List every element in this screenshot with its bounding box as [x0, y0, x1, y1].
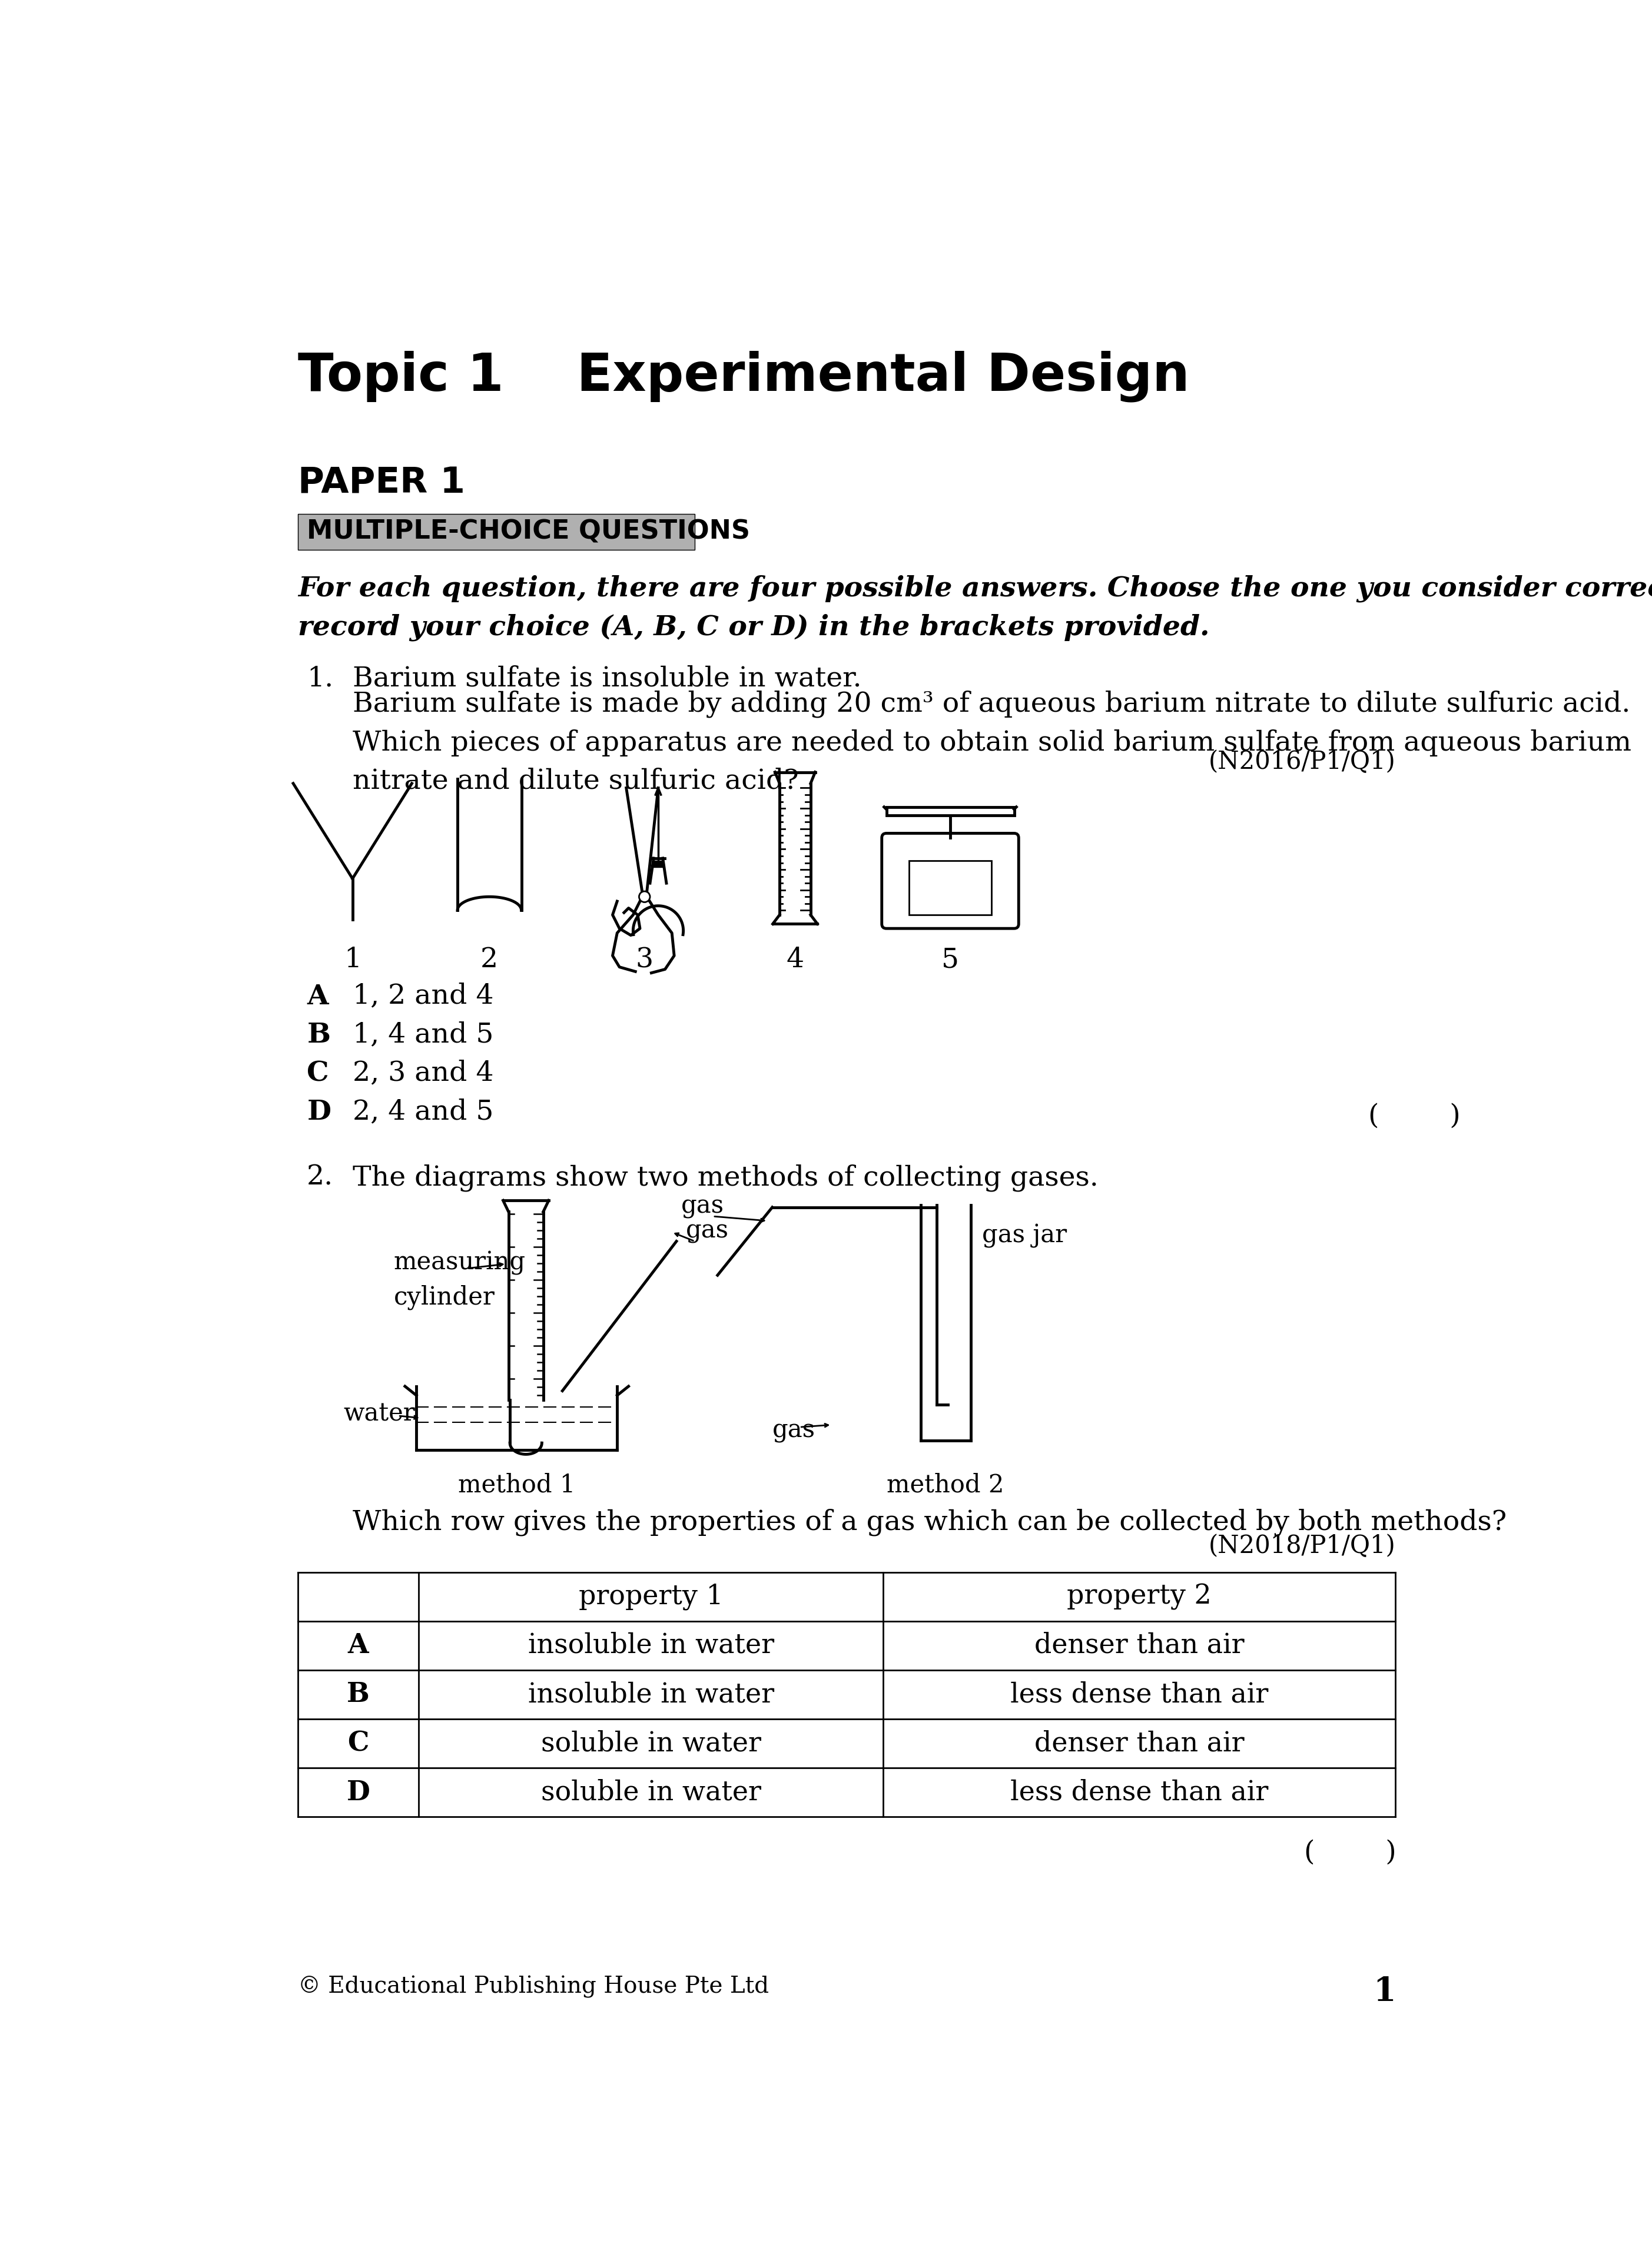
Text: A: A [307, 983, 329, 1010]
Text: 1: 1 [1373, 1975, 1396, 2007]
Bar [653, 861, 664, 868]
Circle shape [639, 890, 649, 902]
Text: B: B [347, 1681, 370, 1709]
Text: less dense than air: less dense than air [1011, 1681, 1269, 1709]
Text: 2, 3 and 4: 2, 3 and 4 [352, 1060, 494, 1087]
Text: less dense than air: less dense than air [1011, 1779, 1269, 1806]
Text: (        ): ( ) [1305, 1840, 1396, 1867]
Text: C: C [307, 1060, 329, 1087]
Text: 2: 2 [481, 947, 499, 974]
Bar [909, 861, 991, 915]
Text: 1, 2 and 4: 1, 2 and 4 [352, 983, 494, 1010]
Text: measuring
cylinder: measuring cylinder [393, 1250, 525, 1311]
Text: 1, 4 and 5: 1, 4 and 5 [352, 1022, 494, 1049]
Text: 5: 5 [942, 947, 960, 974]
Text: D: D [307, 1098, 330, 1125]
Text: Which row gives the properties of a gas which can be collected by both methods?: Which row gives the properties of a gas … [352, 1510, 1507, 1537]
Text: PAPER 1: PAPER 1 [297, 466, 464, 502]
Text: (N2018/P1/Q1): (N2018/P1/Q1) [1209, 1535, 1396, 1559]
Text: Topic 1    Experimental Design: Topic 1 Experimental Design [297, 350, 1189, 402]
Text: For each question, there are four possible answers. Choose the one you consider : For each question, there are four possib… [297, 574, 1652, 642]
Bar [297, 513, 695, 549]
Text: insoluble in water: insoluble in water [529, 1681, 775, 1709]
Text: gas jar: gas jar [983, 1223, 1067, 1248]
Text: 2.: 2. [307, 1164, 334, 1191]
Text: method 2: method 2 [887, 1474, 1004, 1496]
Text: insoluble in water: insoluble in water [529, 1632, 775, 1659]
Text: (        ): ( ) [1368, 1103, 1460, 1130]
Text: gas: gas [686, 1218, 729, 1243]
Text: Barium sulfate is insoluble in water.: Barium sulfate is insoluble in water. [352, 664, 861, 692]
Text: B: B [307, 1022, 330, 1049]
Text: 4: 4 [786, 947, 805, 974]
Text: water: water [344, 1401, 415, 1426]
FancyBboxPatch shape [882, 834, 1019, 929]
Text: soluble in water: soluble in water [540, 1779, 762, 1806]
Text: 3: 3 [636, 947, 654, 974]
Text: D: D [347, 1779, 370, 1806]
Text: Barium sulfate is made by adding 20 cm³ of aqueous barium nitrate to dilute sulf: Barium sulfate is made by adding 20 cm³ … [352, 692, 1631, 796]
Text: 1: 1 [344, 947, 362, 974]
Text: property 1: property 1 [578, 1584, 724, 1609]
Text: soluble in water: soluble in water [540, 1731, 762, 1756]
Text: A: A [347, 1632, 368, 1659]
Text: denser than air: denser than air [1034, 1731, 1244, 1756]
Text: denser than air: denser than air [1034, 1632, 1244, 1659]
Text: The diagrams show two methods of collecting gases.: The diagrams show two methods of collect… [352, 1164, 1099, 1191]
Text: C: C [347, 1729, 368, 1756]
Text: (N2016/P1/Q1): (N2016/P1/Q1) [1209, 750, 1396, 775]
Text: MULTIPLE-CHOICE QUESTIONS: MULTIPLE-CHOICE QUESTIONS [307, 520, 750, 545]
Bar [887, 807, 1014, 816]
Text: 2, 4 and 5: 2, 4 and 5 [352, 1098, 494, 1125]
Text: 1.: 1. [307, 664, 334, 692]
Text: property 2: property 2 [1067, 1584, 1211, 1609]
Text: gas: gas [771, 1417, 814, 1442]
Text: gas: gas [681, 1193, 724, 1218]
Text: © Educational Publishing House Pte Ltd: © Educational Publishing House Pte Ltd [297, 1975, 768, 1998]
Text: method 1: method 1 [458, 1474, 575, 1496]
